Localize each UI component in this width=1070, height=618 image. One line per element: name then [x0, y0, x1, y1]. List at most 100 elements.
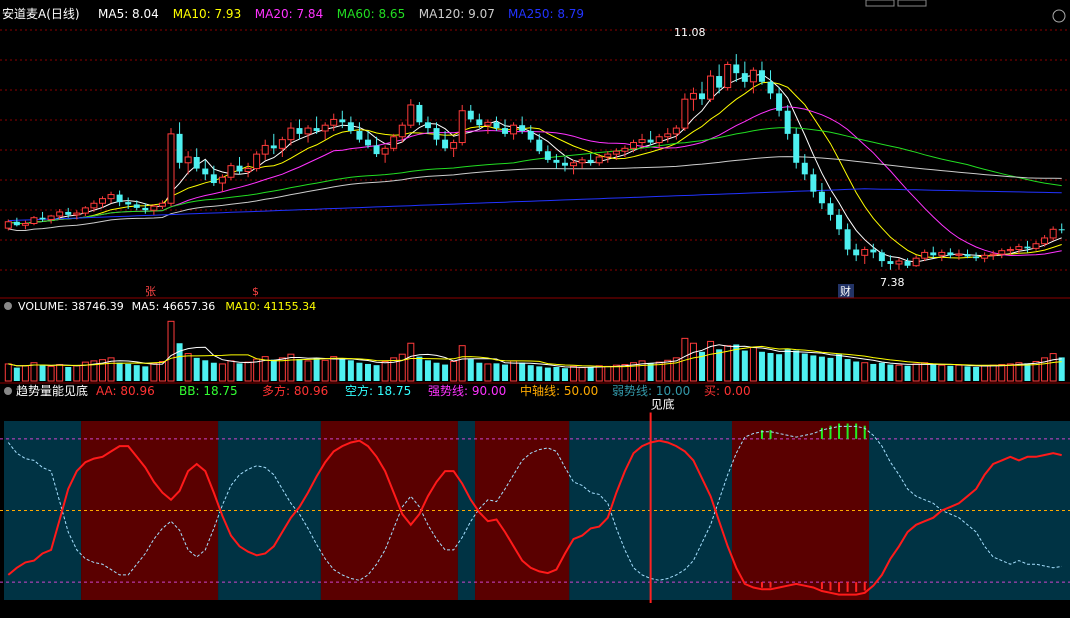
volume-bar-down — [870, 363, 877, 381]
indicator-panel-toggle-icon[interactable] — [4, 387, 12, 395]
ma-line-ma5 — [8, 73, 1062, 263]
volume-bar-down — [844, 359, 851, 381]
ma-line-ma10 — [8, 81, 1062, 259]
indicator-lines — [7, 425, 1062, 596]
candle-body-down — [467, 110, 474, 120]
volume-bar-down — [527, 365, 534, 381]
candle-body-down — [699, 93, 706, 100]
volume-bar-down — [647, 363, 654, 381]
volume-bar-up — [510, 360, 518, 382]
candle-body-down — [210, 174, 217, 184]
price-moving-averages — [8, 73, 1062, 263]
ma-line-ma120 — [8, 156, 1062, 231]
volume-bar-up — [638, 360, 646, 382]
candle-body-down — [758, 70, 765, 82]
candle-body-down — [767, 81, 774, 94]
volume-bar-up — [621, 364, 629, 382]
volume-bar-up — [90, 360, 98, 382]
candle-body-down — [544, 151, 551, 160]
volume-bar-up — [244, 361, 252, 382]
bb-line — [7, 425, 1062, 581]
volume-bar-up — [664, 359, 672, 382]
indicator-label-mai: 买: 0.00 — [704, 384, 751, 398]
candle-body-up — [56, 211, 64, 217]
volume-bar-down — [176, 343, 183, 381]
candle-body-up — [330, 118, 338, 126]
candle-body-up — [90, 202, 98, 209]
zone-blue — [218, 421, 321, 600]
candle-body-up — [287, 127, 295, 141]
candle-body-down — [519, 125, 526, 131]
candle-body-up — [484, 121, 492, 126]
volume-bar-down — [39, 365, 46, 381]
candle-body-down — [373, 145, 380, 155]
volume-bar-up — [390, 357, 398, 382]
ma-line-ma250 — [8, 188, 1062, 222]
candle-body-up — [912, 257, 920, 267]
candle-body-up — [304, 127, 312, 135]
volume-bar-down — [476, 362, 483, 381]
volume-bar-up — [167, 320, 175, 382]
cai-badge[interactable] — [838, 284, 854, 298]
candle-body-down — [784, 110, 791, 134]
indicator-zones — [4, 421, 1070, 600]
volume-bar-down — [887, 364, 894, 381]
indicator-label-qiang: 强势线: 90.00 — [428, 384, 506, 398]
candle-body-up — [672, 127, 680, 135]
ma-label-ma120: MA120: 9.07 — [419, 7, 495, 21]
candle-body-down — [818, 191, 825, 204]
candle-body-up — [184, 156, 192, 164]
candle-body-down — [887, 261, 894, 264]
candle-body-up — [81, 207, 89, 214]
window-button-1[interactable] — [865, 0, 895, 7]
volume-bar-up — [570, 365, 578, 382]
volume-bar-up — [989, 364, 997, 382]
dollar-marker: $ — [252, 285, 259, 298]
candle-body-down — [930, 252, 937, 256]
volume-bar-down — [433, 362, 440, 381]
volume-bar-down — [424, 360, 431, 381]
volume-bar-up — [921, 362, 929, 382]
candle-body-up — [1015, 246, 1023, 251]
candle-body-down — [793, 133, 800, 163]
candle-body-up — [981, 254, 989, 259]
volume-bar-up — [330, 356, 338, 382]
candle-body-up — [707, 75, 715, 100]
volume-label-ma5: MA5: 46657.36 — [132, 300, 216, 313]
candle-body-down — [476, 119, 483, 126]
volume-bar-down — [699, 351, 706, 381]
candle-body-up — [629, 142, 637, 149]
volume-ma-line — [8, 345, 1062, 368]
window-button-2[interactable] — [897, 0, 927, 7]
volume-bar-down — [1024, 363, 1031, 381]
volume-bar-up — [218, 363, 226, 382]
candle-body-down — [741, 73, 748, 82]
candle-body-down — [536, 139, 543, 152]
candle-body-up — [47, 215, 55, 220]
candle-body-up — [689, 92, 697, 100]
volume-bar-down — [125, 363, 132, 381]
candle-body-up — [570, 162, 578, 167]
zone-blue — [457, 421, 476, 600]
price-ma-labels: MA5: 8.04 MA10: 7.93 MA20: 7.84 MA60: 8.65 M… — [98, 7, 584, 21]
volume-bar-up — [81, 361, 89, 382]
volume-bar-up — [407, 342, 415, 382]
candle-body-up — [218, 176, 226, 184]
volume-bar-up — [321, 359, 329, 382]
volume-bar-down — [733, 344, 740, 381]
cai-marker[interactable]: 财 — [840, 284, 851, 298]
candle-body-up — [107, 194, 115, 200]
candle-body-up — [407, 104, 415, 126]
candle-body-up — [253, 153, 261, 170]
volume-panel-toggle-icon[interactable] — [4, 302, 12, 310]
candle-body-up — [1041, 237, 1049, 245]
volume-bar-up — [98, 359, 106, 382]
candle-body-down — [904, 261, 911, 266]
candle-body-up — [921, 251, 929, 259]
volume-bar-down — [776, 354, 783, 381]
volume-bar-down — [364, 363, 371, 381]
volume-bar-down — [202, 360, 209, 381]
collapse-icon[interactable] — [1052, 9, 1066, 23]
volume-bar-up — [261, 356, 269, 382]
candle-body-down — [810, 174, 817, 192]
